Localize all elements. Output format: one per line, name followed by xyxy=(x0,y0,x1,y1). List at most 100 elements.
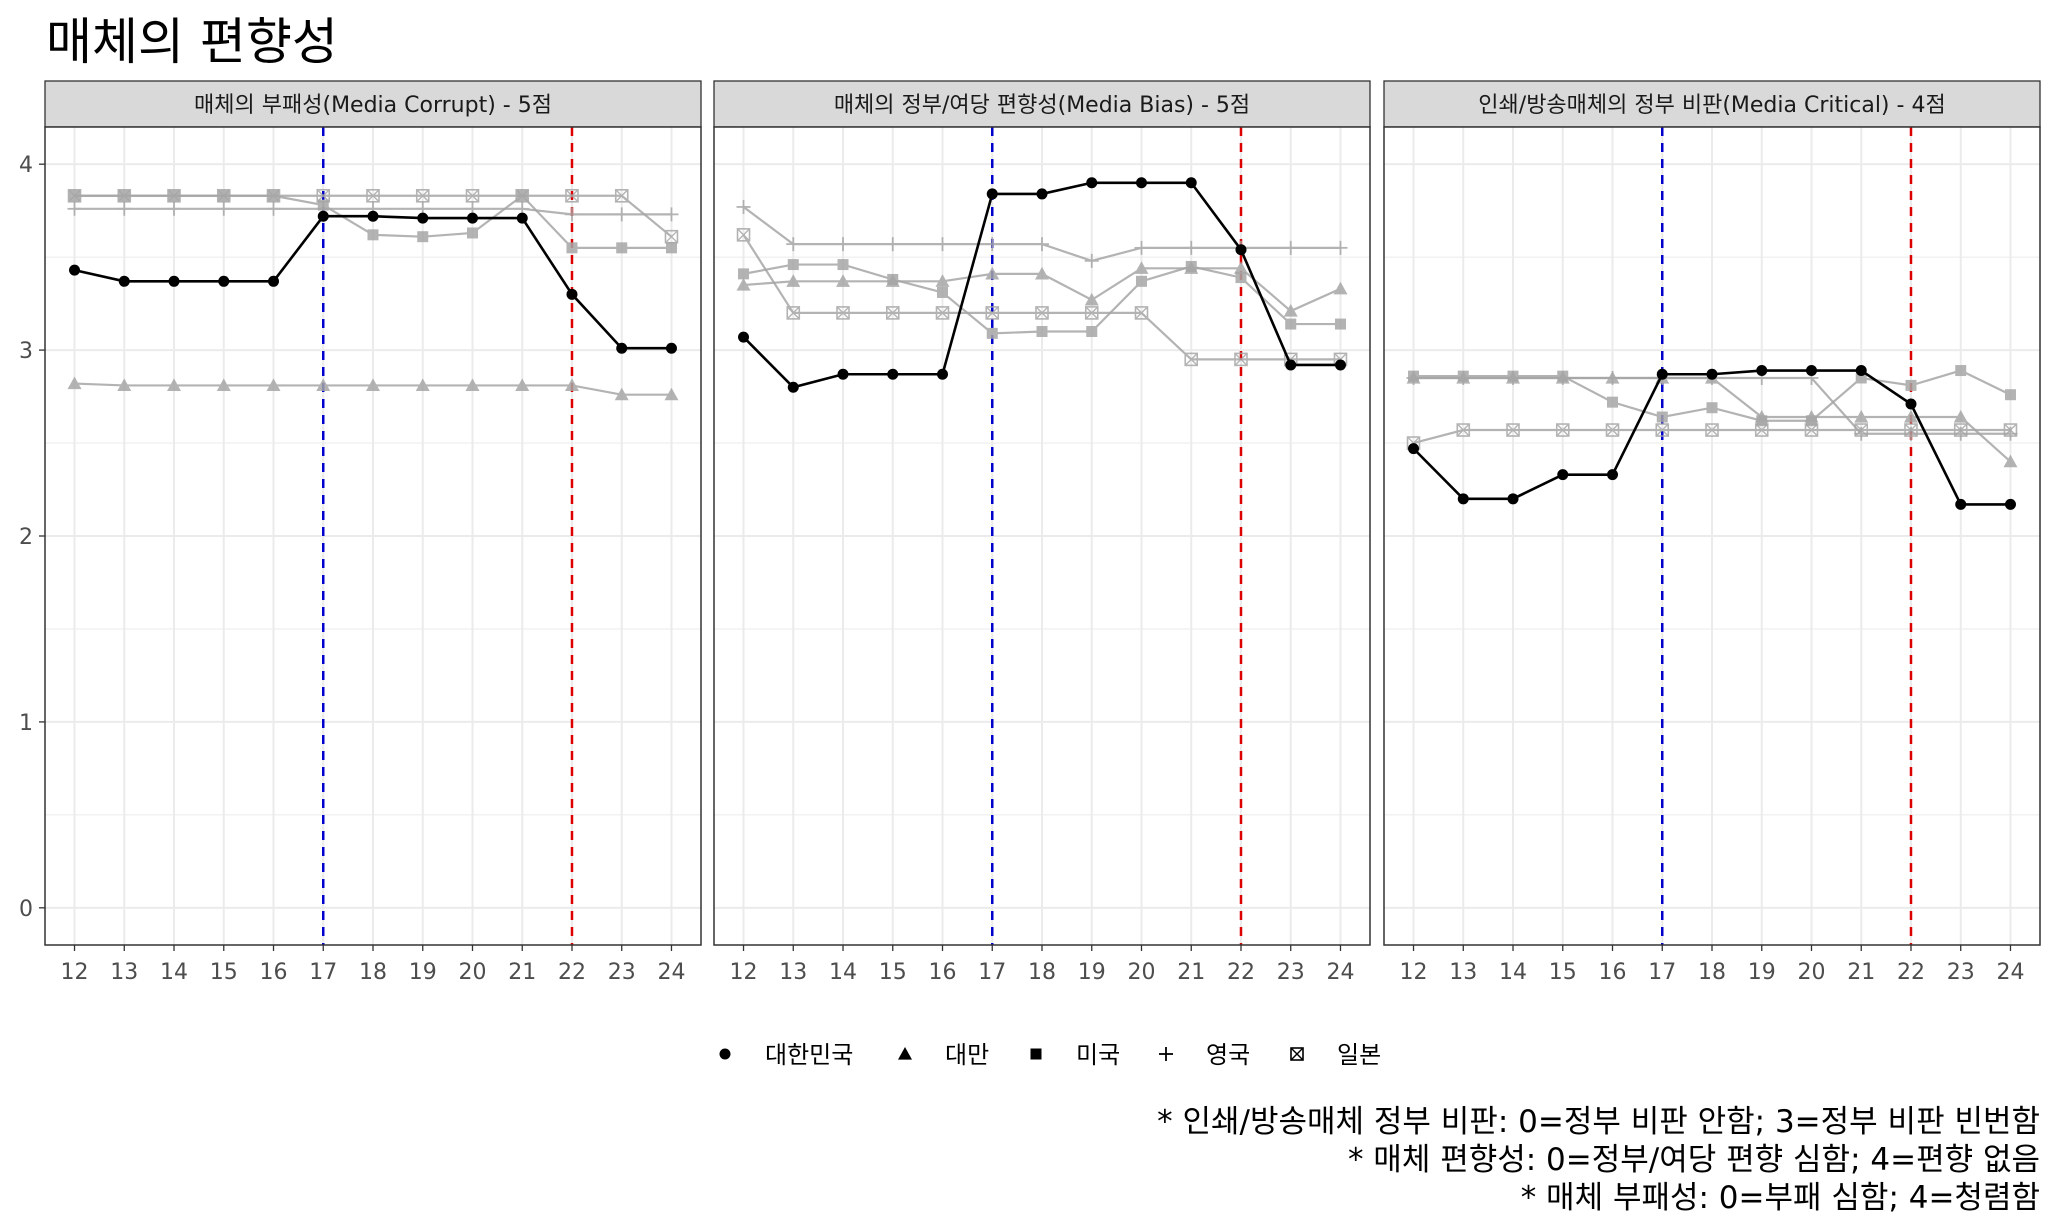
x-tick-label: 13 xyxy=(1449,960,1477,985)
data-point xyxy=(1456,423,1471,437)
data-point xyxy=(935,274,950,287)
x-tick-label: 23 xyxy=(1947,960,1975,985)
data-point xyxy=(117,201,132,216)
data-point xyxy=(417,212,429,224)
legend-label: 대만 xyxy=(945,1041,989,1069)
data-point xyxy=(218,275,230,287)
x-tick-label: 20 xyxy=(458,960,486,985)
legend-label: 일본 xyxy=(1337,1041,1381,1069)
data-point xyxy=(1955,365,1967,377)
data-point xyxy=(266,188,281,203)
data-point xyxy=(316,378,331,392)
x-tick-label: 23 xyxy=(608,960,636,985)
data-point xyxy=(1855,365,1867,377)
data-point xyxy=(266,201,281,216)
data-point xyxy=(935,237,950,252)
data-point xyxy=(167,378,182,392)
x-tick-label: 16 xyxy=(260,960,288,985)
data-point xyxy=(1457,493,1469,505)
data-point xyxy=(67,188,82,203)
data-point xyxy=(366,378,380,392)
data-point xyxy=(1285,318,1297,330)
y-tick-label: 0 xyxy=(19,897,33,922)
data-point xyxy=(1235,244,1247,256)
data-point xyxy=(1805,365,1817,377)
panel-strip xyxy=(713,80,1371,128)
data-point xyxy=(1135,177,1147,189)
data-point xyxy=(1555,423,1570,437)
data-point xyxy=(1607,469,1619,481)
data-point xyxy=(1134,240,1149,255)
data-point xyxy=(1234,352,1248,367)
x-tick-label: 21 xyxy=(1847,960,1875,985)
triangle-icon xyxy=(898,1047,912,1060)
x-tick-label: 24 xyxy=(1996,960,2024,985)
data-point xyxy=(1754,423,1769,437)
data-point xyxy=(1456,370,1471,385)
data-point xyxy=(985,266,1000,280)
x-tick-label: 18 xyxy=(359,960,387,985)
data-point xyxy=(1185,177,1197,189)
data-point xyxy=(1135,275,1147,287)
panel-title: 매체의 정부/여당 편향성(Media Bias) - 5점 xyxy=(834,93,1250,118)
data-point xyxy=(266,378,281,392)
panel-strip xyxy=(1383,80,2041,128)
data-point xyxy=(1283,304,1298,317)
data-point xyxy=(118,275,130,287)
data-point xyxy=(1557,469,1569,481)
data-point xyxy=(664,207,679,222)
data-point xyxy=(564,207,579,222)
x-tick-label: 20 xyxy=(1797,960,1825,985)
data-point xyxy=(665,242,677,254)
footnotes: * 인쇄/방송매체 정부 비판: 0=정부 비판 안함; 3=정부 비판 빈번함… xyxy=(1157,1103,2040,1217)
data-point xyxy=(1333,240,1348,255)
square-icon xyxy=(1030,1048,1042,1060)
x-tick-label: 22 xyxy=(558,960,586,985)
data-point xyxy=(69,264,81,276)
data-point xyxy=(614,207,629,222)
x-tick-label: 17 xyxy=(309,960,337,985)
data-point xyxy=(465,378,480,392)
legend-label: 대한민국 xyxy=(765,1041,853,1069)
x-tick-label: 15 xyxy=(1549,960,1577,985)
data-point xyxy=(2003,454,2018,468)
y-tick-label: 1 xyxy=(19,711,33,736)
x-tick-label: 24 xyxy=(657,960,685,985)
data-point xyxy=(1084,292,1099,306)
data-point xyxy=(1854,423,1869,437)
data-point xyxy=(1607,396,1619,408)
y-tick-label: 3 xyxy=(19,339,33,364)
data-point xyxy=(167,188,181,203)
data-point xyxy=(1706,402,1718,414)
data-point xyxy=(885,237,900,252)
data-point xyxy=(1408,443,1420,455)
data-point xyxy=(837,259,849,271)
data-point xyxy=(516,212,528,224)
data-point xyxy=(317,210,329,222)
data-point xyxy=(736,228,751,242)
data-point xyxy=(1953,410,1968,423)
data-point xyxy=(1705,423,1719,437)
x-tick-label: 18 xyxy=(1028,960,1056,985)
data-point xyxy=(216,378,231,392)
data-point xyxy=(1756,415,1768,427)
data-point xyxy=(1507,493,1519,505)
x-tick-label: 19 xyxy=(1078,960,1106,985)
data-point xyxy=(986,327,998,339)
x-tick-label: 12 xyxy=(61,960,89,985)
data-point xyxy=(1406,370,1421,385)
x-tick-label: 14 xyxy=(829,960,857,985)
panel-strip xyxy=(44,80,702,128)
data-point xyxy=(836,274,851,287)
data-point xyxy=(2004,389,2016,401)
footnote-bias: * 매체 편향성: 0=정부/여당 편향 심함; 4=편향 없음 xyxy=(1347,1142,2040,1178)
data-point xyxy=(1333,281,1348,295)
x-tick-label: 14 xyxy=(1499,960,1527,985)
data-point xyxy=(117,188,132,203)
x-tick-label: 12 xyxy=(1400,960,1428,985)
data-point xyxy=(1086,177,1098,189)
page-title: 매체의 편향성 xyxy=(46,13,338,71)
x-tick-label: 23 xyxy=(1277,960,1305,985)
legend-label: 미국 xyxy=(1076,1041,1120,1069)
data-point xyxy=(837,368,849,380)
